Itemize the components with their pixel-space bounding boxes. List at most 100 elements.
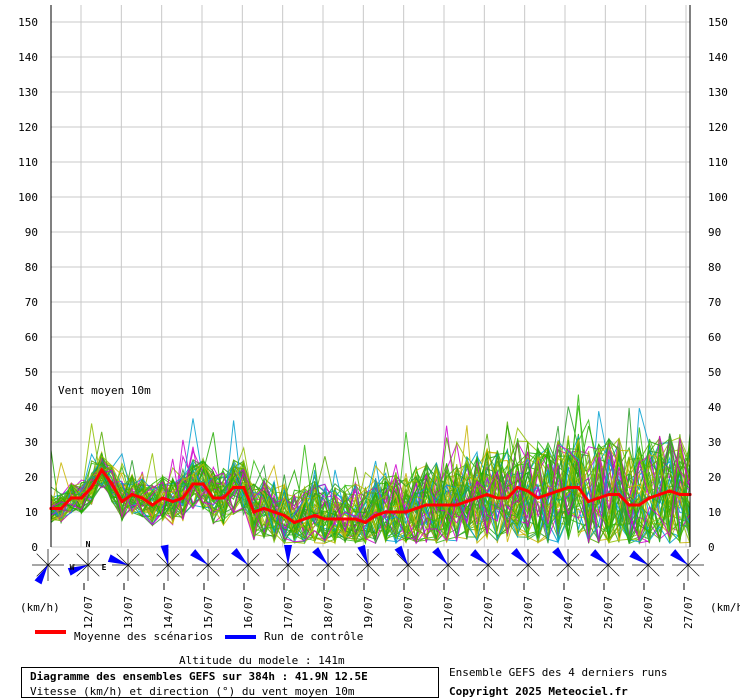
mean-point bbox=[515, 485, 520, 490]
y-tick-label-right: 110 bbox=[708, 156, 728, 169]
mean-point bbox=[505, 496, 510, 500]
wind-rose-spoke bbox=[676, 564, 689, 577]
y-tick-label-right: 100 bbox=[708, 191, 728, 204]
mean-point bbox=[191, 482, 195, 486]
axes: 0 0 10 10 20 20 30 30 40 40 50 50 60 60 70 70 80 80 90 90 10… bbox=[18, 5, 728, 554]
ensemble-member-line bbox=[50, 437, 691, 544]
wind-rose-spoke bbox=[247, 564, 260, 577]
y-tick-label-left: 100 bbox=[18, 191, 38, 204]
wind-rose bbox=[272, 545, 304, 581]
wind-rose bbox=[152, 544, 184, 581]
wind-rose-spoke bbox=[287, 564, 300, 577]
mean-point bbox=[668, 489, 672, 493]
wind-rose-spoke bbox=[76, 553, 89, 566]
mean-point bbox=[394, 510, 398, 514]
mean-point bbox=[556, 489, 560, 493]
wind-rose-spoke bbox=[87, 553, 100, 566]
wind-rose-spoke bbox=[167, 553, 180, 566]
mean-point bbox=[536, 496, 540, 500]
mean-point bbox=[465, 499, 469, 504]
mean-point bbox=[353, 517, 357, 521]
y-tick-label-right: 20 bbox=[708, 471, 721, 484]
date-label: 16/07 bbox=[242, 596, 255, 629]
wind-rose-spoke bbox=[127, 564, 140, 577]
date-label: 24/07 bbox=[562, 596, 575, 629]
wind-rose-spoke bbox=[287, 553, 300, 566]
mean-line bbox=[51, 467, 690, 525]
ensemble-member-line bbox=[50, 436, 691, 544]
wind-rose bbox=[392, 545, 424, 581]
mean-point bbox=[110, 482, 114, 486]
wind-rose-spoke bbox=[196, 564, 209, 577]
y-tick-label-left: 120 bbox=[18, 121, 38, 134]
wind-rose bbox=[32, 549, 64, 585]
ensemble-note: Ensemble GEFS des 4 derniers runs bbox=[449, 666, 668, 679]
y-tick-label-right: 70 bbox=[708, 296, 721, 309]
wind-rose-spoke bbox=[487, 564, 500, 577]
wind-direction-wedge bbox=[670, 549, 688, 565]
y-tick-label-right: 0 bbox=[708, 541, 715, 554]
y-tick-label-right: 150 bbox=[708, 16, 728, 29]
wind-rose-spoke bbox=[316, 564, 329, 577]
mean-point bbox=[313, 513, 317, 518]
wind-rose-spoke bbox=[367, 553, 380, 566]
wind-rose-spoke bbox=[127, 553, 140, 566]
mean-point bbox=[576, 485, 581, 490]
mean-point bbox=[363, 520, 368, 525]
info-box: Diagramme des ensembles GEFS sur 384h : … bbox=[21, 667, 439, 698]
wind-rose bbox=[190, 549, 224, 581]
wind-rose-spoke bbox=[116, 553, 129, 566]
mean-point bbox=[414, 506, 418, 511]
mean-point bbox=[211, 496, 215, 500]
mean-point bbox=[637, 503, 641, 507]
y-tick-label-right: 90 bbox=[708, 226, 721, 239]
wind-rose-spoke bbox=[487, 553, 500, 566]
mean-point bbox=[120, 499, 124, 504]
mean-point bbox=[607, 492, 611, 497]
date-label: 27/07 bbox=[682, 596, 695, 629]
mean-point bbox=[282, 513, 286, 518]
y-tick-label-left: 140 bbox=[18, 51, 38, 64]
legend-mean-label: Moyenne des scénarios bbox=[74, 630, 214, 643]
mean-point bbox=[404, 510, 408, 514]
chart-subtitle: Vitesse (km/h) et direction (°) du vent … bbox=[30, 685, 355, 698]
date-label: 12/07 bbox=[82, 596, 95, 629]
mean-point bbox=[485, 492, 489, 497]
wind-direction-wedge bbox=[470, 549, 488, 565]
wind-rose bbox=[670, 549, 704, 581]
y-tick-label-left: 70 bbox=[25, 296, 38, 309]
wind-rose-spoke bbox=[436, 564, 449, 577]
wind-rose-spoke bbox=[596, 564, 609, 577]
y-tick-label-left: 90 bbox=[25, 226, 38, 239]
mean-point bbox=[657, 492, 662, 497]
wind-direction-wedge bbox=[552, 547, 568, 565]
wind-rose bbox=[470, 549, 504, 581]
wind-rose-spoke bbox=[607, 564, 620, 577]
ensemble-member-line bbox=[50, 437, 691, 545]
wind-rose-spoke bbox=[396, 564, 409, 577]
wind-direction-wedge bbox=[590, 549, 608, 565]
date-label: 17/07 bbox=[282, 596, 295, 629]
wind-rose-spoke bbox=[116, 564, 129, 577]
wind-rose-spoke bbox=[87, 564, 100, 577]
mean-point bbox=[221, 496, 226, 500]
mean-point bbox=[323, 517, 327, 521]
wind-direction-wedge bbox=[67, 565, 88, 576]
wind-rose-spoke bbox=[636, 564, 649, 577]
mean-point bbox=[181, 496, 185, 500]
mean-point bbox=[647, 496, 652, 500]
y-tick-label-left: 150 bbox=[18, 16, 38, 29]
mean-point bbox=[546, 492, 550, 497]
wind-direction-wedge bbox=[312, 547, 328, 565]
mean-point bbox=[384, 510, 388, 514]
chart-title: Diagramme des ensembles GEFS sur 384h : … bbox=[30, 670, 368, 683]
y-tick-label-left: 40 bbox=[25, 401, 38, 414]
wind-rose-spoke bbox=[236, 564, 249, 577]
mean-point bbox=[302, 517, 307, 521]
wind-direction-wedge bbox=[629, 550, 648, 565]
wind-direction-wedge bbox=[160, 544, 169, 565]
wind-rose bbox=[107, 549, 144, 581]
ensemble-member-line bbox=[50, 437, 691, 545]
mean-point bbox=[526, 489, 530, 493]
mean-point bbox=[333, 517, 337, 521]
